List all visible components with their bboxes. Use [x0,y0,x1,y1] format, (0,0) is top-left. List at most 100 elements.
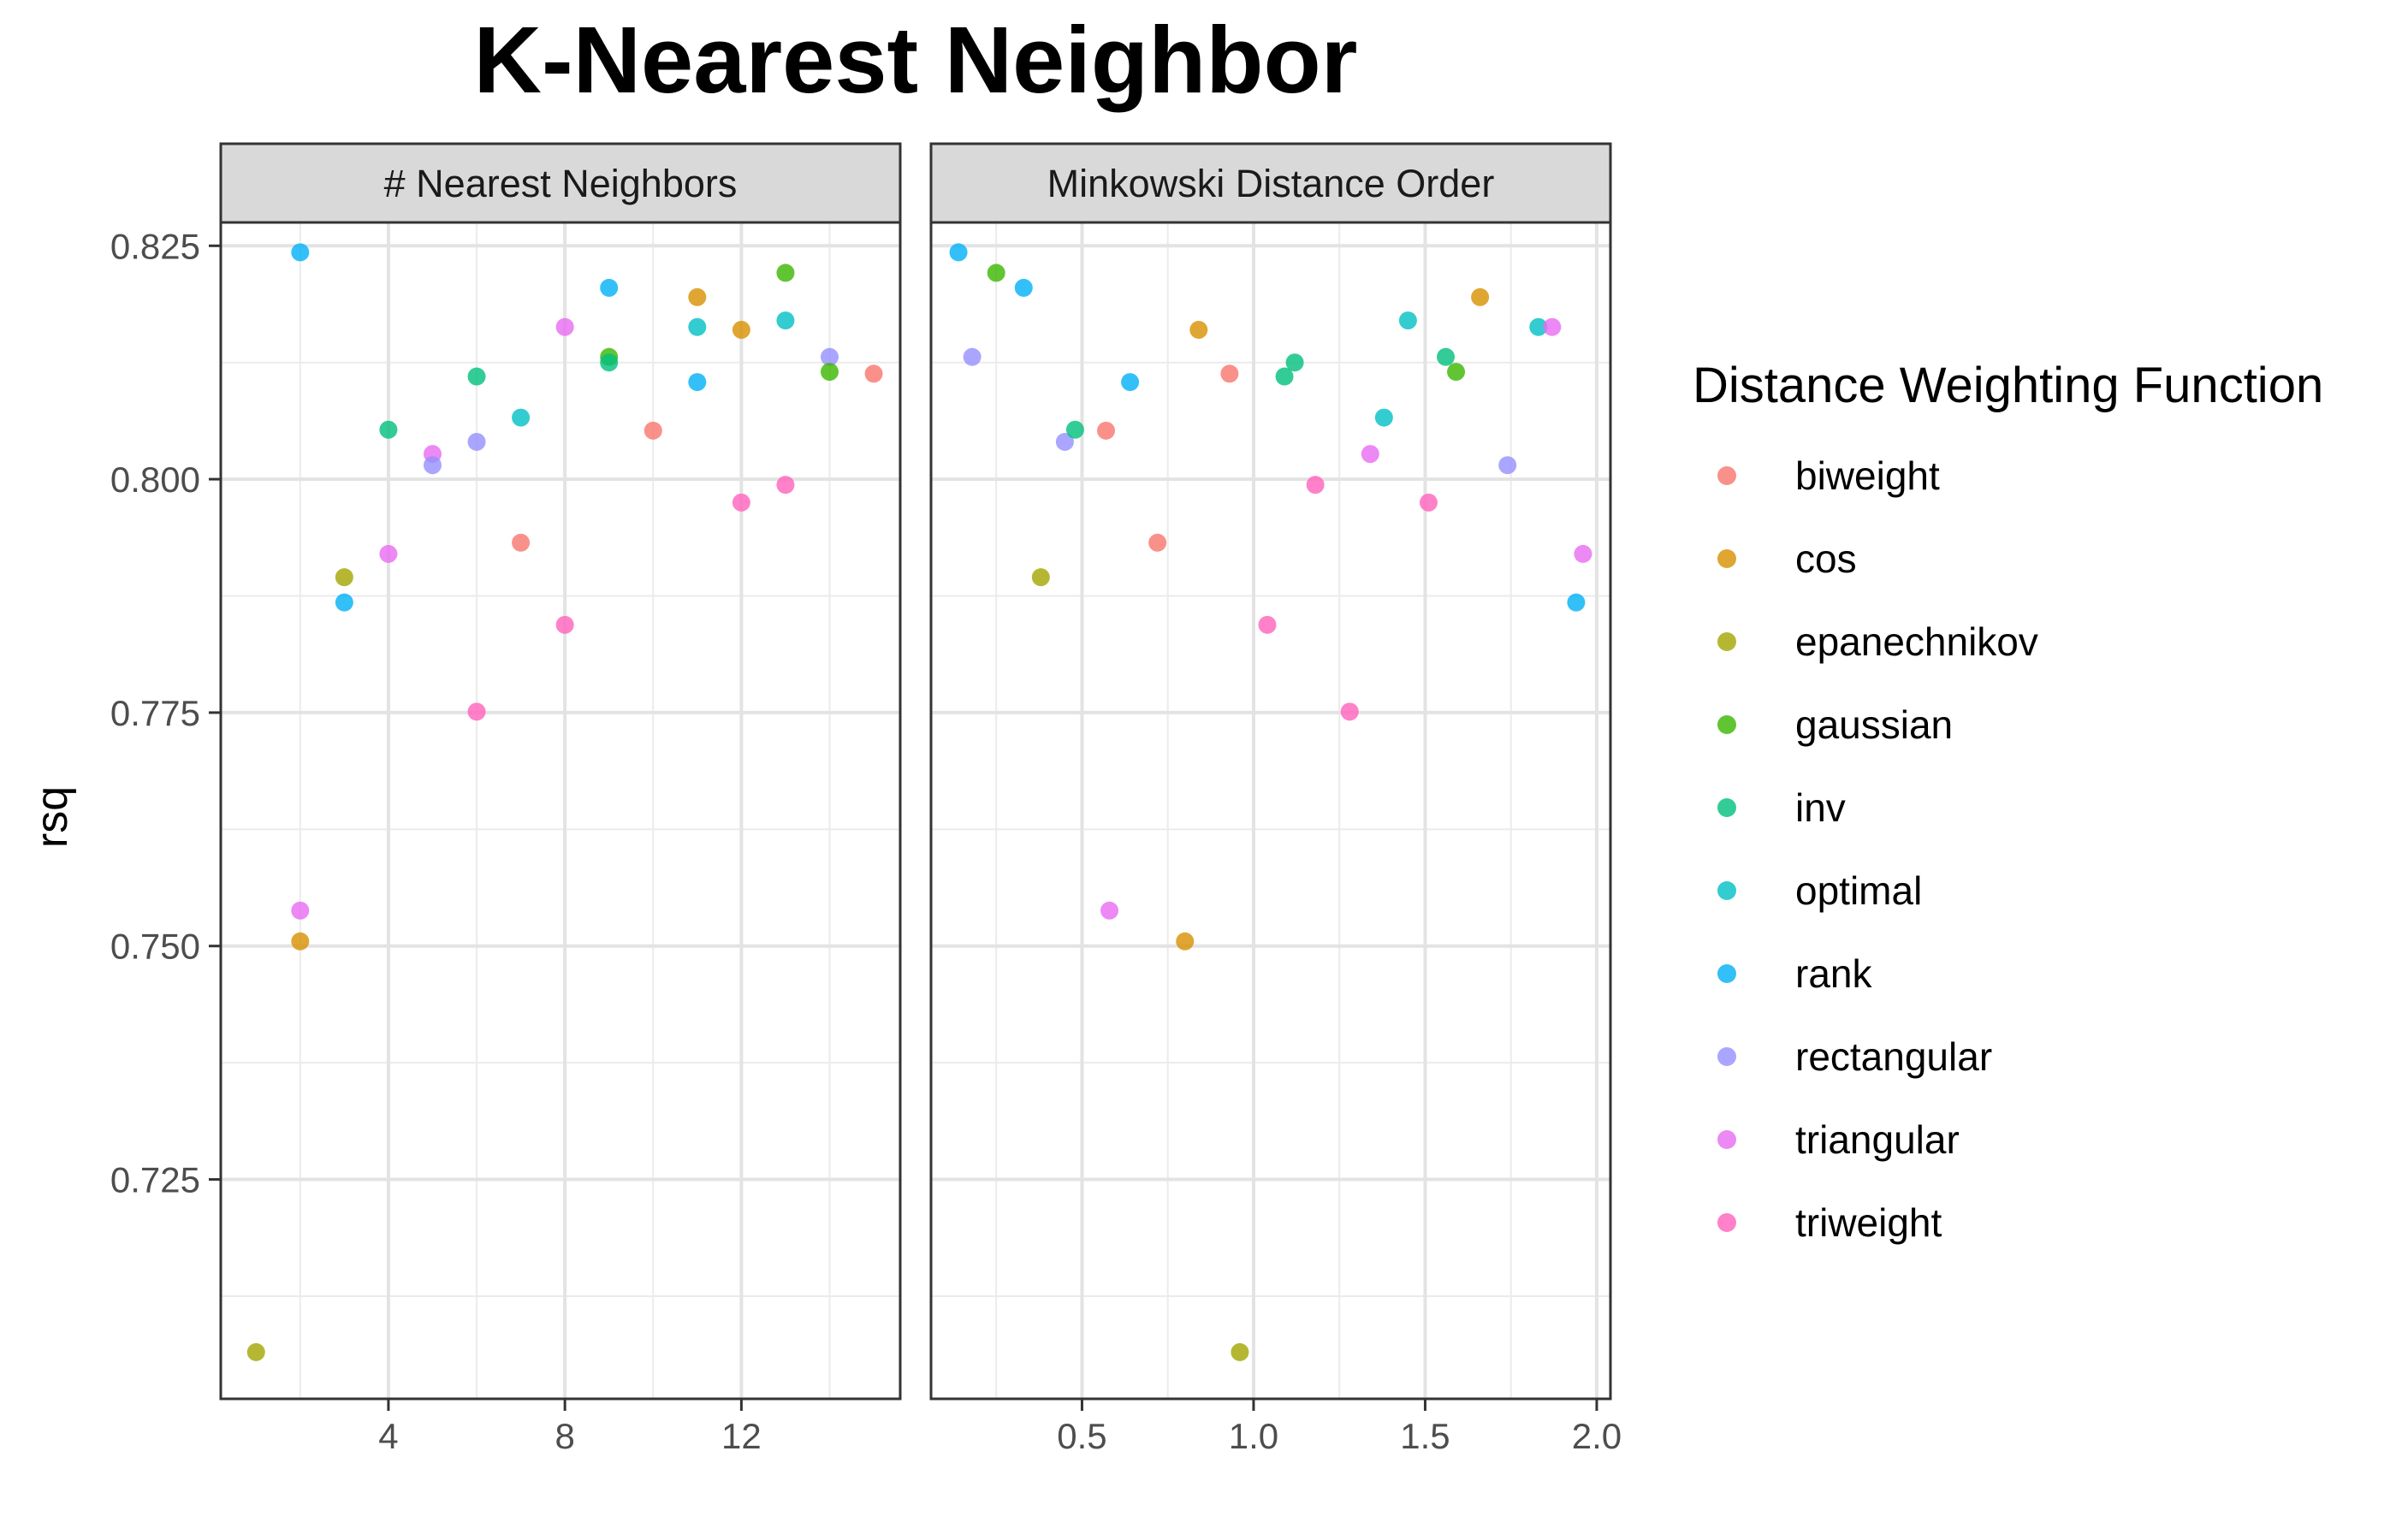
data-point-rank [335,593,353,612]
data-point-optimal [1529,317,1548,336]
legend-title: Distance Weighting Function [1693,358,2323,413]
legend-label-cos: cos [1795,536,1857,581]
legend-label-inv: inv [1795,785,1846,830]
data-point-biweight [864,364,883,383]
y-axis-label: rsq [27,786,77,848]
x-tick-label: 8 [555,1416,574,1456]
x-tick-label: 4 [378,1416,398,1456]
data-point-inv [600,353,619,372]
data-point-biweight [1220,364,1239,383]
data-point-rank [688,373,707,392]
data-point-rank [1121,373,1140,392]
legend-label-rectangular: rectangular [1795,1034,1992,1079]
legend-key-cos [1717,549,1736,568]
data-point-cos [688,287,707,306]
x-tick-label: 0.5 [1057,1416,1106,1456]
legend-label-rank: rank [1795,951,1872,996]
data-point-optimal [776,311,795,330]
data-point-rank [291,243,310,262]
data-point-optimal [512,408,531,427]
data-point-rank [1014,278,1033,297]
data-point-epanechnikov [1031,568,1050,587]
data-point-rank [949,243,968,262]
data-point-epanechnikov [335,568,353,587]
y-tick-label: 0.725 [110,1160,200,1200]
data-point-inv [1065,420,1084,439]
legend-label-biweight: biweight [1795,453,1940,498]
panel-background [221,222,900,1399]
legend-key-rank [1717,964,1736,983]
x-tick-label: 1.0 [1229,1416,1278,1456]
data-point-rectangular [1498,456,1517,475]
data-point-biweight [643,421,662,440]
legend-key-triweight [1717,1213,1736,1232]
data-point-optimal [1374,408,1393,427]
data-point-triangular [291,901,310,920]
facet-strip-label: Minkowski Distance Order [1047,162,1495,205]
data-point-triweight [1340,702,1359,721]
x-tick-label: 2.0 [1572,1416,1622,1456]
data-point-inv [1275,367,1294,386]
panel-background [931,222,1610,1399]
legend-key-gaussian [1717,715,1736,734]
data-point-biweight [1148,533,1167,552]
data-point-cos [1471,287,1490,306]
data-point-inv [467,367,486,386]
data-point-inv [1437,347,1456,366]
data-point-triweight [732,493,750,512]
data-point-rank [1567,593,1586,612]
data-point-biweight [512,533,531,552]
facet-strip [929,142,1612,224]
data-point-cos [1176,932,1195,951]
legend: Distance Weighting Function biweight cos e… [1693,358,2323,1245]
data-point-triangular [1574,544,1592,563]
data-point-triangular [379,544,398,563]
facet-strip [219,142,902,224]
chart-title: K-Nearest Neighbor [474,8,1358,113]
y-tick-label: 0.775 [110,693,200,733]
data-point-epanechnikov [246,1342,265,1361]
data-point-triangular [1361,445,1379,464]
data-point-cos [1189,320,1208,339]
data-point-triweight [467,702,486,721]
facet-panels: 4 8 12 # Nearest Neighbors 0.5 1.0 1.5 2.0 Minko… [219,142,1622,1456]
legend-key-optimal [1717,881,1736,900]
y-tick-label: 0.750 [110,927,200,967]
data-point-rectangular [467,432,486,451]
data-point-gaussian [821,363,839,382]
data-point-inv [379,420,398,439]
legend-label-triangular: triangular [1795,1117,1960,1162]
facet-strip-label: # Nearest Neighbors [384,162,738,205]
data-point-gaussian [987,264,1005,282]
facet-panel-1: 4 8 12 # Nearest Neighbors [219,142,902,1456]
data-point-rectangular [963,347,982,366]
y-tick-label: 0.825 [110,226,200,266]
data-point-inv [1285,353,1304,372]
data-point-epanechnikov [1231,1342,1249,1361]
legend-key-inv [1717,798,1736,817]
y-tick-label: 0.800 [110,459,200,500]
data-point-optimal [688,317,707,336]
y-axis: 0.725 0.750 0.775 0.800 0.825 [110,226,221,1200]
data-point-gaussian [776,264,795,282]
legend-label-triweight: triweight [1795,1200,1942,1245]
data-point-triangular [1100,901,1119,920]
data-point-optimal [1398,311,1417,330]
data-point-cos [291,932,310,951]
data-point-triweight [1306,476,1325,495]
data-point-triangular [555,317,574,336]
data-point-rank [600,278,619,297]
data-point-cos [732,320,750,339]
data-point-triweight [776,476,795,495]
data-point-triweight [1419,493,1438,512]
legend-label-optimal: optimal [1795,868,1922,913]
data-point-rectangular [821,347,839,366]
legend-key-biweight [1717,466,1736,485]
legend-label-epanechnikov: epanechnikov [1795,619,2038,664]
legend-key-epanechnikov [1717,632,1736,651]
data-point-triangular [1543,317,1562,336]
x-tick-label: 12 [721,1416,762,1456]
data-point-gaussian [1447,363,1466,382]
x-tick-label: 1.5 [1400,1416,1450,1456]
